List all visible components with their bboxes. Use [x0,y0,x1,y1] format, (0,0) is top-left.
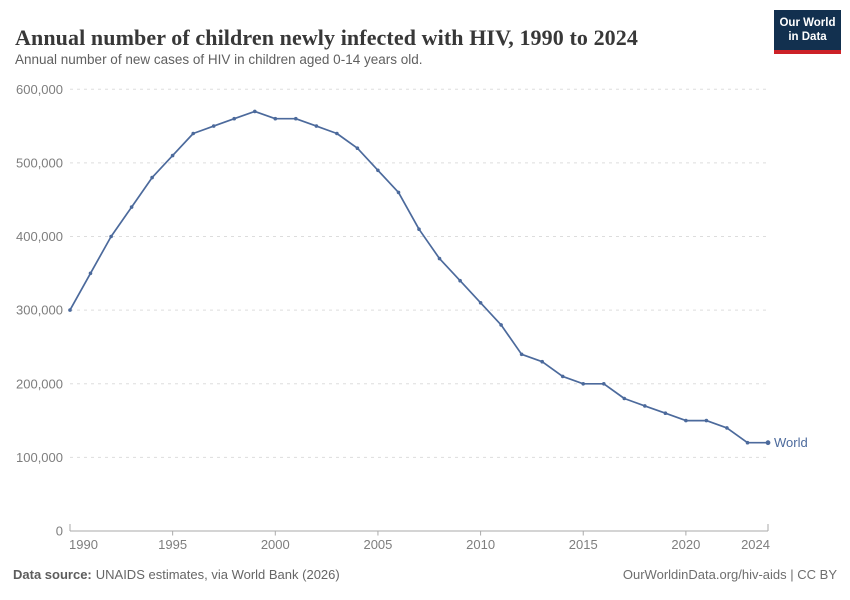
data-point [314,124,319,128]
data-point [88,271,93,276]
data-point [581,382,585,386]
data-point [170,153,175,158]
y-axis-tick-label: 100,000 [16,450,63,465]
x-axis-tick-label: 1995 [158,537,187,552]
y-axis-tick-label: 300,000 [16,303,63,318]
x-axis-tick-label: 2020 [671,537,700,552]
data-point [376,168,380,173]
data-point [704,418,709,423]
data-point [273,116,278,121]
data-point [643,404,647,408]
y-axis-tick-label: 200,000 [16,376,63,391]
owid-logo-line2: in Data [788,31,827,43]
x-axis-tick-label: 2015 [569,537,598,552]
series-end-label: World [774,435,808,450]
data-point [417,227,421,231]
owid-logo-line1: Our World [779,16,836,29]
page-title: Annual number of children newly infected… [15,24,638,50]
data-point [129,205,134,209]
data-point [396,190,401,195]
data-point [602,382,606,386]
data-point [68,308,72,312]
x-axis-tick-label: 2005 [363,537,392,552]
y-axis-tick-label: 0 [56,524,63,539]
chart-subtitle: Annual number of new cases of HIV in chi… [15,52,423,67]
x-axis-tick-label: 2010 [466,537,495,552]
data-point [335,131,339,136]
data-point [725,426,729,430]
y-axis-tick-label: 400,000 [16,229,63,244]
data-point [684,418,688,423]
x-axis-tick-label: 2024 [741,537,770,552]
data-point [499,323,503,327]
data-point [663,411,668,416]
data-point [232,116,236,121]
data-point [745,440,750,445]
data-point [622,396,627,401]
y-axis-tick-label: 500,000 [16,155,63,170]
data-point [519,352,524,357]
data-point [560,374,565,379]
data-point [294,116,298,121]
x-axis-tick-label: 2000 [261,537,290,552]
data-point [253,109,257,114]
y-axis-tick-label: 600,000 [16,82,63,97]
data-source: Data source: UNAIDS estimates, via World … [13,567,340,582]
data-point [109,234,113,239]
data-source-label: Data source: [13,567,92,582]
data-point [458,278,462,283]
data-point [437,256,442,261]
data-point [478,301,483,305]
chart-footer: Data source: UNAIDS estimates, via World … [13,567,837,582]
data-point [540,359,544,364]
data-point [150,175,154,180]
data-point [191,131,195,136]
attribution-link: OurWorldinData.org/hiv-aids | CC BY [622,567,837,582]
data-source-text: UNAIDS estimates, via World Bank (2026) [95,567,340,582]
data-point [355,146,360,150]
x-axis-tick-label: 1990 [69,537,98,552]
owid-logo: Our World in Data [774,10,841,54]
data-point [211,124,216,128]
series-line-world [69,110,768,444]
data-point [765,440,771,446]
